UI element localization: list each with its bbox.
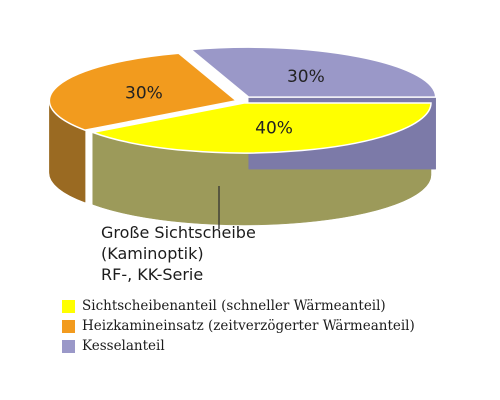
legend-swatch-yellow [62, 299, 75, 313]
legend-label: Kesselanteil [82, 338, 165, 354]
annotation-line-1: Große Sichtscheibe [101, 223, 256, 242]
chart-annotation: Große Sichtscheibe (Kaminoptik) RF-, KK-… [101, 222, 256, 285]
legend-label: Sichtscheibenanteil (schneller Wärmeante… [82, 298, 386, 314]
chart-legend: Sichtscheibenanteil (schneller Wärmeante… [62, 296, 415, 356]
annotation-line-3: RF-, KK-Serie [101, 265, 204, 284]
pie-slice-top [48, 52, 239, 131]
slice-value-label: 30% [125, 84, 163, 104]
annotation-line-2: (Kaminoptik) [101, 244, 204, 263]
slice-value-label: 40% [255, 119, 293, 139]
slice-value-label: 30% [287, 67, 325, 87]
legend-item-sichtscheibe: Sichtscheibenanteil (schneller Wärmeante… [62, 296, 415, 316]
pie-slice-top [189, 46, 437, 98]
legend-swatch-purple [62, 339, 75, 353]
legend-label: Heizkamineinsatz (zeitverzögerter Wärmea… [82, 318, 415, 334]
legend-item-heizkamineinsatz: Heizkamineinsatz (zeitverzögerter Wärmea… [62, 316, 415, 336]
pie-slice-top [89, 102, 432, 154]
legend-item-kessel: Kesselanteil [62, 336, 415, 356]
legend-swatch-orange [62, 319, 75, 333]
